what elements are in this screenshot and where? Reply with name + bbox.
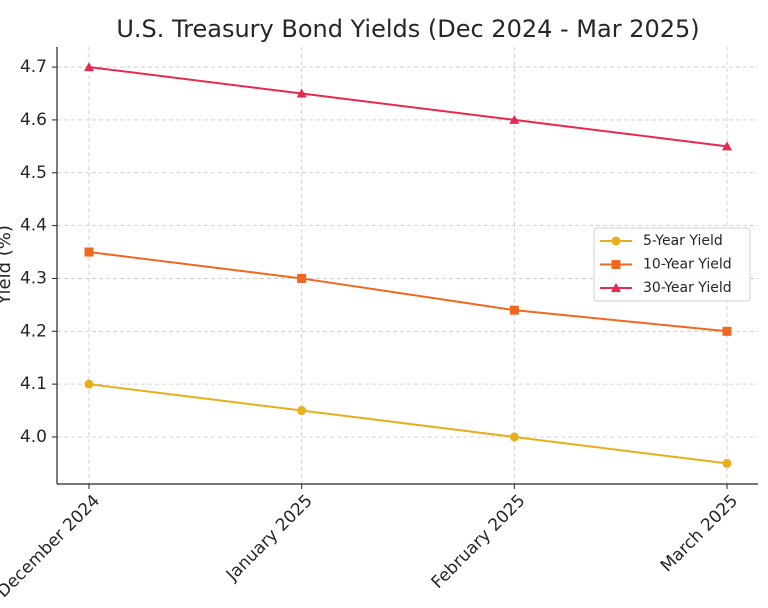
x-tick-label: March 2025 xyxy=(657,491,742,576)
point xyxy=(509,114,520,124)
legend-box xyxy=(593,227,751,302)
point xyxy=(611,283,621,292)
legend-label: 10-Year Yield xyxy=(643,257,732,273)
point xyxy=(84,62,94,72)
x-tick-label: December 2024 xyxy=(0,491,104,602)
y-tick-label: 4.1 xyxy=(20,374,47,394)
chart-title: U.S. Treasury Bond Yields (Dec 2024 - Ma… xyxy=(116,15,699,43)
point xyxy=(722,326,732,336)
x-tick-label: January 2025 xyxy=(222,491,317,586)
y-axis-label: Yield (%) xyxy=(0,225,15,306)
legend-label: 30-Year Yield xyxy=(643,280,732,296)
series-line xyxy=(88,383,728,465)
y-tick-label: 4.4 xyxy=(20,216,47,236)
legend-label: 5-Year Yield xyxy=(643,233,723,249)
point xyxy=(296,88,307,98)
point xyxy=(509,432,519,442)
point xyxy=(297,273,307,283)
point xyxy=(84,379,94,389)
y-tick-label: 4.3 xyxy=(20,268,47,288)
point xyxy=(509,305,519,315)
series-line xyxy=(88,66,728,148)
point xyxy=(611,260,621,269)
y-tick-label: 4.2 xyxy=(20,321,47,341)
series-line xyxy=(88,251,728,333)
y-tick-label: 4.7 xyxy=(20,57,47,77)
point xyxy=(722,458,732,468)
y-tick-label: 4.5 xyxy=(20,163,47,183)
y-tick-label: 4.0 xyxy=(20,427,47,447)
point xyxy=(722,141,732,151)
point xyxy=(84,247,94,257)
y-tick-label: 4.6 xyxy=(20,110,47,130)
point xyxy=(297,406,307,416)
point xyxy=(611,236,621,246)
x-tick-label: February 2025 xyxy=(428,491,530,593)
